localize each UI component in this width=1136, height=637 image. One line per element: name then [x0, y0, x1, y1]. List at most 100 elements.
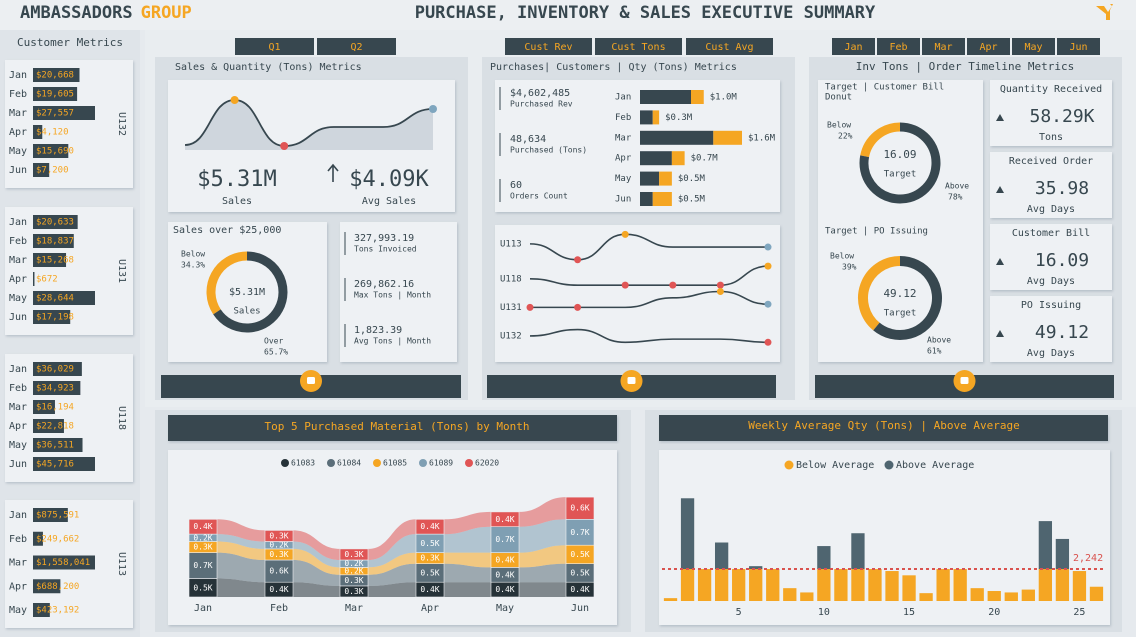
- week-bar: [834, 569, 848, 601]
- tab[interactable]: [686, 38, 773, 55]
- tab[interactable]: [922, 38, 965, 55]
- kpi-card: [990, 152, 1112, 218]
- tab[interactable]: [505, 38, 592, 55]
- chart-title-bar: [168, 415, 617, 441]
- ribbon: [293, 530, 340, 560]
- ribbon: [368, 552, 416, 575]
- bump-marker: [574, 256, 582, 264]
- week-bar: [680, 569, 695, 601]
- customer-bar: [33, 531, 43, 546]
- footer-icon-glyph: [307, 377, 315, 384]
- block-label: 0.2K: [269, 541, 288, 550]
- block-label: 0.2K: [193, 533, 212, 542]
- customer-bar: [33, 253, 67, 267]
- customer-bar: [33, 381, 81, 395]
- purchase-bar: [640, 192, 653, 206]
- month-label: Apr: [615, 154, 632, 164]
- purchase-bar: [671, 151, 685, 166]
- block-label: 0.4K: [269, 585, 288, 594]
- week-bar: [663, 598, 678, 601]
- x-tick-label: May: [496, 603, 514, 614]
- metric-label: Avg Tons | Month: [354, 337, 431, 346]
- month-label: Mar: [615, 133, 632, 143]
- card-title: Target | Customer Bill: [825, 83, 944, 93]
- week-bar: [851, 533, 865, 570]
- bar-value-label: $20,633: [36, 218, 74, 228]
- bump-marker: [621, 281, 629, 289]
- tab-label: Mar: [934, 42, 952, 53]
- customer-bar: [33, 144, 69, 158]
- month-label: Jan: [9, 510, 27, 521]
- kpi-card: [990, 224, 1112, 290]
- bar-total-label: $0.3M: [665, 113, 693, 123]
- bump-marker: [621, 230, 629, 238]
- tab[interactable]: [832, 38, 875, 55]
- week-bar: [714, 569, 729, 601]
- tab[interactable]: [1012, 38, 1055, 55]
- tab-label: Q2: [350, 42, 362, 53]
- chart-title: Weekly Average Qty (Tons) | Above Averag…: [748, 419, 1020, 432]
- tab-label: Feb: [889, 42, 907, 53]
- tab[interactable]: [595, 38, 682, 55]
- kpi-card: [990, 80, 1112, 146]
- bar-value-label: $875,591: [36, 511, 79, 521]
- metric-value: 269,862.16: [354, 279, 414, 290]
- block-label: 0.3K: [269, 550, 288, 559]
- stat-label: Orders Count: [510, 192, 568, 201]
- bump-line: [529, 328, 769, 344]
- donut-value-label: 61%: [927, 347, 942, 356]
- tab[interactable]: [877, 38, 920, 55]
- kpi-title: Customer Bill: [1012, 228, 1090, 239]
- donut-center-value: 49.12: [883, 287, 916, 300]
- kpi-label: Avg Sales: [362, 196, 416, 207]
- bar-value-label: $15,268: [36, 256, 74, 266]
- legend-label: Above Average: [896, 460, 974, 471]
- x-tick-label: Jan: [194, 603, 212, 614]
- x-tick-label: 25: [1073, 607, 1085, 618]
- metric-label: Tons Invoiced: [354, 245, 417, 254]
- kpi-value: 58.29K: [1029, 106, 1094, 127]
- series-label: U131: [500, 303, 522, 313]
- legend-swatch: [327, 459, 335, 467]
- customer-bar: [33, 234, 74, 248]
- customer-bar: [33, 438, 83, 452]
- bar-total-label: $1.0M: [710, 93, 738, 103]
- stat-label: Purchased Rev: [510, 100, 573, 109]
- tab[interactable]: [317, 38, 396, 55]
- footer-icon-glyph: [960, 377, 969, 384]
- customer-bar: [33, 508, 68, 522]
- ribbon: [444, 582, 491, 597]
- bar-value-label: $34,923: [36, 384, 74, 394]
- material-block: [490, 526, 520, 553]
- kpi-label: Sales: [222, 196, 252, 207]
- ribbon: [444, 526, 491, 553]
- tab[interactable]: [1057, 38, 1100, 55]
- tab-label: May: [1024, 42, 1042, 53]
- bar-value-label: $7,200: [36, 166, 69, 176]
- customer-bar: [33, 457, 95, 471]
- legend-label: 61089: [429, 459, 453, 468]
- reference-label: 2,242: [1073, 553, 1103, 564]
- brand-accent: GROUP: [141, 3, 192, 23]
- ribbon: [368, 519, 416, 560]
- purchase-bar: [640, 130, 714, 145]
- series-label: U118: [500, 274, 522, 284]
- legend-swatch: [419, 459, 427, 467]
- block-label: 0.4K: [495, 515, 514, 524]
- customer-bar: [33, 603, 50, 617]
- kpi-title: PO Issuing: [1021, 300, 1081, 311]
- block-label: 0.2K: [344, 567, 363, 576]
- week-bar: [885, 571, 899, 601]
- bump-line: [530, 290, 769, 309]
- block-label: 0.7K: [495, 535, 514, 544]
- week-bar: [868, 569, 882, 601]
- material-block: [339, 548, 369, 561]
- donut-value-label: 22%: [838, 132, 853, 141]
- week-bar: [680, 498, 695, 570]
- tab[interactable]: [967, 38, 1010, 55]
- tab[interactable]: [235, 38, 314, 55]
- month-label: May: [9, 293, 27, 304]
- donut-segment: [213, 251, 288, 333]
- up-arrow: [327, 163, 339, 182]
